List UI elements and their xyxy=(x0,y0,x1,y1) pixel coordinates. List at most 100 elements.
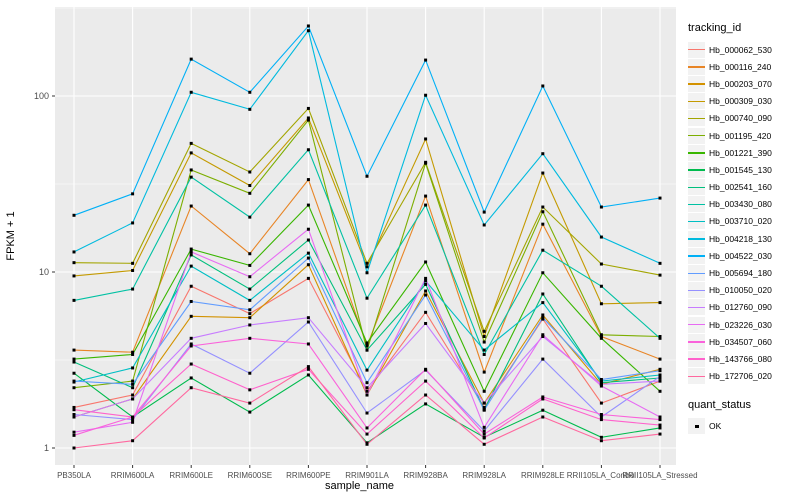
data-point-marker xyxy=(599,418,603,422)
legend-item-label: Hb_001195_420 xyxy=(709,130,772,141)
data-point-marker xyxy=(306,238,310,242)
data-point-marker xyxy=(189,299,193,303)
data-point-marker xyxy=(306,24,310,28)
data-point-marker xyxy=(541,271,545,275)
data-point-marker xyxy=(365,261,369,265)
data-point-marker xyxy=(248,410,252,414)
data-point-marker xyxy=(482,370,486,374)
data-point-marker xyxy=(599,333,603,337)
data-point-marker xyxy=(131,221,135,225)
data-point-marker xyxy=(599,284,603,288)
data-point-marker xyxy=(72,357,76,361)
data-point-marker xyxy=(658,273,662,277)
legend-line-sample-icon xyxy=(688,375,705,378)
data-point-marker xyxy=(189,386,193,390)
data-point-marker xyxy=(189,57,193,61)
data-point-marker xyxy=(424,293,428,297)
data-point-marker xyxy=(482,389,486,393)
legend-key-swatch xyxy=(688,265,705,282)
legend-key-swatch xyxy=(688,179,705,196)
data-point-marker xyxy=(72,360,76,364)
data-point-marker xyxy=(72,446,76,450)
y-tick-label: 10 xyxy=(39,267,49,277)
data-point-marker xyxy=(248,191,252,195)
data-point-marker xyxy=(541,357,545,361)
data-point-marker xyxy=(365,393,369,397)
legend-line-sample-icon xyxy=(688,203,705,206)
data-point-marker xyxy=(131,379,135,383)
data-point-marker xyxy=(365,368,369,372)
legend-line-sample-icon xyxy=(688,100,705,103)
legend-item-label: Hb_003430_080 xyxy=(709,199,772,210)
data-point-marker xyxy=(131,261,135,265)
legend-line-sample-icon xyxy=(688,358,705,360)
data-point-marker xyxy=(248,90,252,94)
data-point-marker xyxy=(424,194,428,198)
legend-item-label: Hb_172706_020 xyxy=(709,371,772,382)
data-point-marker xyxy=(189,344,193,348)
data-point-marker xyxy=(658,423,662,427)
data-point-marker xyxy=(424,289,428,293)
legend-item-Hb_000740_090: Hb_000740_090 xyxy=(688,110,800,127)
data-point-marker xyxy=(131,192,135,196)
data-point-marker xyxy=(131,352,135,356)
data-point-marker xyxy=(658,369,662,373)
y-tick-label: 1 xyxy=(44,443,49,453)
data-point-marker xyxy=(72,261,76,265)
data-point-marker xyxy=(131,382,135,386)
legend-line-sample-icon xyxy=(688,220,705,223)
data-point-marker xyxy=(248,401,252,405)
legend-item-Hb_005694_180: Hb_005694_180 xyxy=(688,264,800,282)
data-point-marker xyxy=(424,321,428,325)
legend-key-swatch xyxy=(688,75,705,92)
data-point-marker xyxy=(72,274,76,278)
data-point-marker xyxy=(599,235,603,239)
data-point-marker xyxy=(131,418,135,422)
data-point-marker xyxy=(189,253,193,257)
data-point-marker xyxy=(189,141,193,145)
data-point-marker xyxy=(306,116,310,120)
data-point-marker xyxy=(541,333,545,337)
data-point-marker xyxy=(72,386,76,390)
data-point-marker xyxy=(599,262,603,266)
legend-item-label: Hb_143766_080 xyxy=(709,353,772,364)
legend-item-Hb_003430_080: Hb_003430_080 xyxy=(688,196,800,213)
data-point-marker xyxy=(482,405,486,409)
legend-item-Hb_000309_030: Hb_000309_030 xyxy=(688,93,800,110)
x-tick-label: RRII105LA_Control xyxy=(567,471,637,480)
legend-line-sample-icon xyxy=(688,341,705,343)
data-point-marker xyxy=(658,426,662,430)
legend-item-Hb_034507_060: Hb_034507_060 xyxy=(688,333,800,350)
data-point-marker xyxy=(482,352,486,356)
data-point-marker xyxy=(365,411,369,415)
data-point-marker xyxy=(189,314,193,318)
legend-item-Hb_172706_020: Hb_172706_020 xyxy=(688,368,800,385)
data-point-marker xyxy=(541,152,545,156)
data-point-marker xyxy=(482,210,486,214)
data-point-marker xyxy=(541,210,545,214)
legend-item-Hb_004522_030: Hb_004522_030 xyxy=(688,247,800,264)
legend-key-swatch xyxy=(688,230,705,247)
x-axis-title: sample_name xyxy=(325,480,394,492)
legend-key-swatch xyxy=(688,213,705,230)
legend-item-label: Hb_000062_530 xyxy=(709,44,772,55)
legend-line-sample-icon xyxy=(688,49,705,51)
x-tick-label: RRII105LA_Stressed xyxy=(622,471,697,480)
data-point-marker xyxy=(599,336,603,340)
legend-item-label: Hb_004522_030 xyxy=(709,250,772,261)
data-point-marker xyxy=(72,415,76,419)
legend-item-label: Hb_010050_020 xyxy=(709,285,772,296)
data-point-marker xyxy=(131,397,135,401)
legend-line-sample-icon xyxy=(688,306,705,309)
data-point-marker xyxy=(599,205,603,209)
legend-item-label: Hb_023226_030 xyxy=(709,319,772,330)
data-point-marker xyxy=(306,320,310,324)
legend-line-sample-icon xyxy=(688,83,705,85)
x-tick-label: RRIM928LE xyxy=(521,471,565,480)
legend-item-Hb_143766_080: Hb_143766_080 xyxy=(688,350,800,367)
data-point-marker xyxy=(599,401,603,405)
data-point-marker xyxy=(189,264,193,268)
data-point-marker xyxy=(72,430,76,434)
data-point-marker xyxy=(424,276,428,280)
data-point-marker xyxy=(599,378,603,382)
